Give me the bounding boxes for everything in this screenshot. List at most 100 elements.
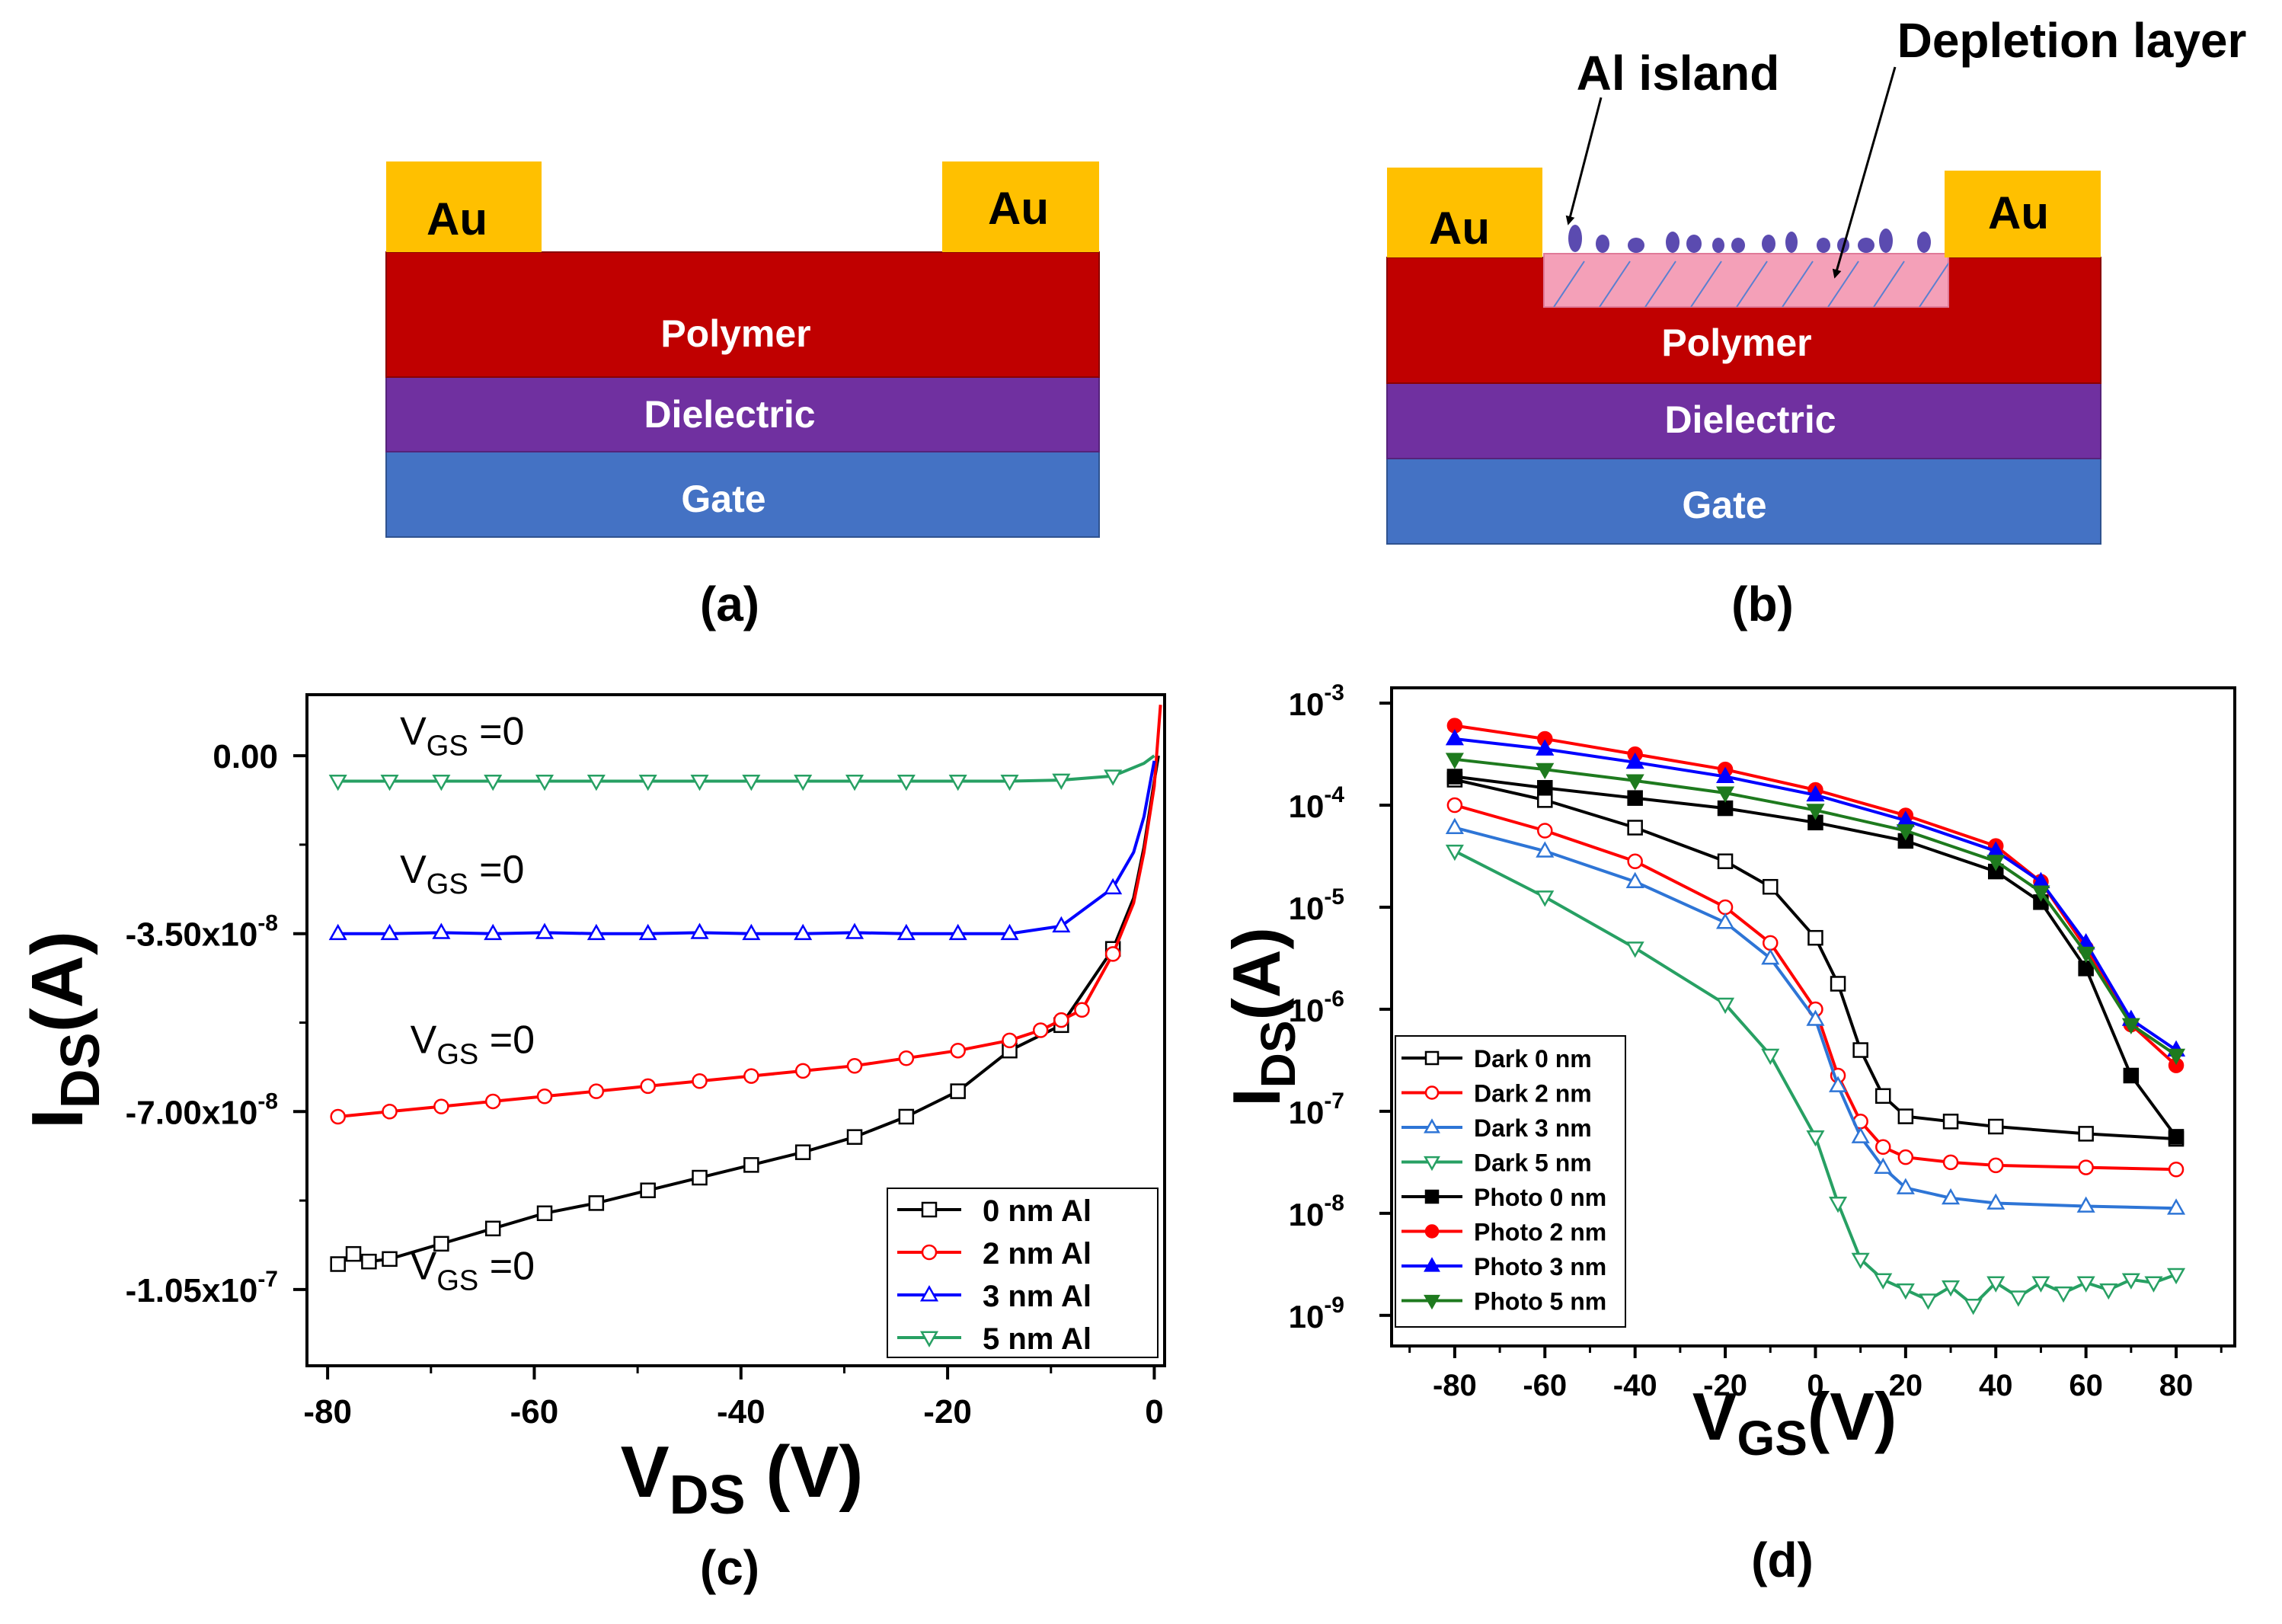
data-point-c-2-nm-al	[898, 1050, 915, 1066]
data-point-c-2-nm-al	[950, 1042, 966, 1059]
data-point-c-5-nm-al	[896, 775, 916, 791]
data-point-d-dark-5-nm	[2121, 1273, 2140, 1290]
data-point-c-0-nm-al	[640, 1182, 656, 1198]
legend-marker-d-dark-2-nm	[1424, 1085, 1440, 1100]
data-point-c-3-nm-al	[535, 922, 555, 939]
data-point-d-photo-5-nm	[2121, 1018, 2140, 1034]
data-point-d-dark-5-nm	[1716, 997, 1735, 1015]
legend-marker-c-2-nm-al	[921, 1244, 938, 1261]
data-point-d-dark-2-nm	[1875, 1139, 1891, 1156]
data-point-d-dark-5-nm	[2054, 1286, 2073, 1303]
au-left-electrode-b	[1387, 168, 1542, 257]
legend-marker-d-photo-0-nm	[1424, 1189, 1440, 1204]
x-tick-label-d: 80	[2159, 1369, 2194, 1402]
data-point-c-2-nm-al	[330, 1108, 346, 1125]
data-point-d-dark-3-nm	[1829, 1076, 1848, 1092]
panel-a-device-schematic: Au Au Polymer Dielectric Gate (a)	[385, 161, 1100, 631]
data-point-d-dark-2-nm	[1717, 899, 1734, 916]
data-point-d-dark-5-nm	[1445, 844, 1464, 862]
data-point-d-dark-5-nm	[2167, 1268, 2186, 1285]
data-point-d-dark-5-nm	[2099, 1283, 2118, 1300]
dielectric-layer-b	[1386, 382, 2101, 459]
data-point-d-dark-5-nm	[1874, 1273, 1893, 1290]
data-point-c-3-nm-al	[1000, 923, 1019, 941]
data-point-c-5-nm-al	[638, 775, 657, 791]
data-point-c-5-nm-al	[484, 775, 503, 791]
series-line-c-3-nm-al	[337, 760, 1156, 935]
depletion-arrow	[1832, 66, 1897, 279]
series-line-c-5-nm-al	[337, 754, 1155, 783]
data-point-c-2-nm-al	[1074, 1002, 1090, 1018]
y-tick-label-d: 10-8	[1289, 1191, 1344, 1232]
data-point-d-dark-5-nm	[1829, 1197, 1848, 1213]
data-point-c-0-nm-al	[484, 1220, 501, 1237]
data-point-d-photo-3-nm	[1716, 766, 1735, 783]
data-point-c-5-nm-al	[742, 775, 761, 791]
x-tick-label-c: 0	[1145, 1393, 1163, 1431]
data-point-c-2-nm-al	[640, 1078, 656, 1095]
legend-label-d: Dark 5 nm	[1474, 1149, 1592, 1177]
x-tick-label-d: -60	[1523, 1369, 1567, 1402]
au-right-label: Au	[988, 183, 1049, 234]
x-tick-label-d: 0	[1807, 1369, 1823, 1402]
y-axis-label-d: IDS(A)	[1219, 927, 1306, 1107]
y-tick-label-d: 10-6	[1289, 986, 1344, 1028]
data-point-c-2-nm-al	[846, 1057, 863, 1074]
legend-marker-d-photo-3-nm	[1424, 1257, 1440, 1272]
data-point-d-dark-0-nm	[1875, 1088, 1891, 1105]
data-point-d-photo-0-nm	[2168, 1129, 2185, 1145]
data-point-d-dark-0-nm	[1897, 1108, 1914, 1124]
data-point-c-5-nm-al	[1000, 775, 1019, 791]
data-point-c-0-nm-al	[846, 1129, 863, 1145]
y-tick-label-d: 10-4	[1289, 782, 1345, 824]
au-right-electrode-b	[1945, 171, 2101, 257]
data-point-c-0-nm-al	[692, 1169, 708, 1186]
legend-marker-c-5-nm-al	[919, 1331, 939, 1347]
gate-layer	[385, 451, 1100, 538]
dielectric-label-b: Dielectric	[1664, 398, 1836, 441]
data-point-c-2-nm-al	[536, 1089, 553, 1105]
y-tick-label-d: 10-3	[1289, 680, 1344, 722]
data-point-c-0-nm-al	[433, 1236, 449, 1252]
data-point-c-5-nm-al	[845, 775, 865, 791]
al-island-annotation: Al island	[1577, 46, 1780, 101]
data-point-d-photo-5-nm	[1896, 824, 1915, 841]
data-point-d-photo-0-nm	[2123, 1067, 2140, 1084]
data-point-d-dark-2-nm	[2168, 1162, 2185, 1178]
data-point-d-photo-0-nm	[1717, 800, 1734, 817]
data-point-c-5-nm-al	[328, 775, 347, 791]
y-tick-label-d: 10-9	[1289, 1293, 1344, 1335]
data-point-d-dark-0-nm	[2078, 1126, 2094, 1142]
data-point-c-3-nm-al	[328, 923, 347, 941]
data-point-c-0-nm-al	[743, 1157, 759, 1173]
data-point-d-dark-2-nm	[1942, 1154, 1959, 1171]
legend-d	[1395, 1035, 1626, 1328]
gate-label: Gate	[681, 478, 765, 520]
data-point-d-dark-3-nm	[1896, 1178, 1915, 1194]
data-point-d-photo-0-nm	[1446, 769, 1463, 785]
legend-marker-d-dark-5-nm	[1424, 1156, 1440, 1172]
depletion-layer	[1543, 253, 1949, 308]
series-line-c-0-nm-al	[337, 755, 1160, 1266]
data-point-d-dark-3-nm	[1716, 913, 1735, 929]
data-point-d-photo-5-nm	[1625, 774, 1644, 791]
data-point-d-dark-0-nm	[1627, 820, 1643, 836]
data-point-d-dark-0-nm	[1942, 1114, 1959, 1130]
legend-label-d: Photo 5 nm	[1474, 1288, 1606, 1316]
data-point-c-3-nm-al	[638, 923, 657, 941]
gate-label-b: Gate	[1682, 484, 1766, 526]
y-tick-label-c: 0.00	[213, 738, 278, 775]
data-point-c-2-nm-al	[1002, 1032, 1018, 1049]
data-point-c-0-nm-al	[588, 1195, 605, 1211]
data-point-d-dark-5-nm	[1761, 1048, 1780, 1066]
panel-label-b: (b)	[1731, 577, 1794, 631]
legend-marker-d-dark-0-nm	[1424, 1050, 1440, 1066]
legend-label-d: Dark 0 nm	[1474, 1045, 1592, 1073]
data-point-d-photo-3-nm	[1536, 739, 1555, 756]
legend-marker-c-0-nm-al	[921, 1201, 938, 1218]
data-point-c-3-nm-al	[484, 923, 503, 941]
data-point-d-dark-5-nm	[2031, 1276, 2050, 1293]
data-point-d-dark-3-nm	[1761, 948, 1780, 965]
depletion-hatch	[1553, 261, 1948, 307]
polymer-label-b: Polymer	[1661, 321, 1811, 364]
